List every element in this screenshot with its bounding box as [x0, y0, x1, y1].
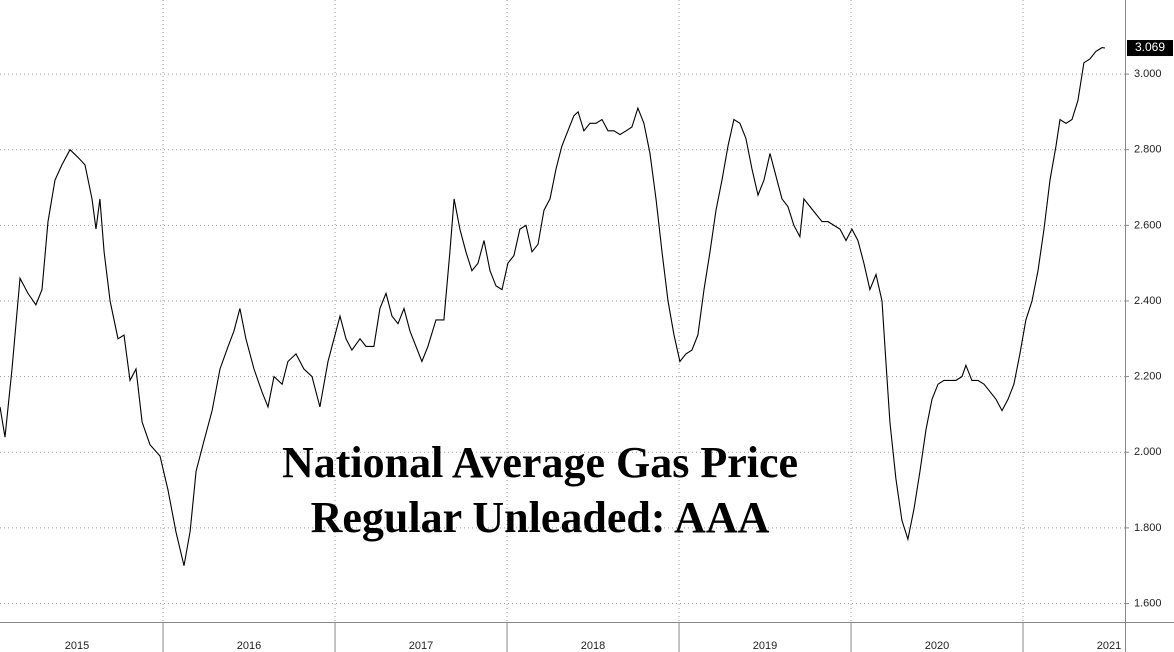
- last-value-label: 3.069: [1135, 40, 1165, 54]
- x-tick-label: 2020: [925, 640, 949, 652]
- y-tick-label: 1.800: [1134, 522, 1162, 534]
- y-tick-label: 2.600: [1134, 219, 1162, 231]
- x-tick-label: 2021: [1097, 640, 1121, 652]
- y-tick-label: 1.600: [1134, 597, 1162, 609]
- y-tick-label: 2.200: [1134, 371, 1162, 383]
- line-series: [0, 47, 1106, 566]
- x-tick-label: 2015: [65, 640, 89, 652]
- x-tick-label: 2017: [409, 640, 433, 652]
- x-tick-label: 2018: [581, 640, 605, 652]
- y-tick-label: 3.000: [1134, 68, 1162, 80]
- chart-subtitle: Regular Unleaded: AAA: [311, 493, 770, 542]
- x-tick-label: 2016: [237, 640, 261, 652]
- last-value-tag: [1127, 40, 1173, 57]
- x-tick-label: 2019: [753, 640, 777, 652]
- y-tick-label: 2.000: [1134, 446, 1162, 458]
- y-tick-label: 2.800: [1134, 144, 1162, 156]
- chart-title: National Average Gas Price: [282, 438, 798, 487]
- y-tick-label: 2.400: [1134, 295, 1162, 307]
